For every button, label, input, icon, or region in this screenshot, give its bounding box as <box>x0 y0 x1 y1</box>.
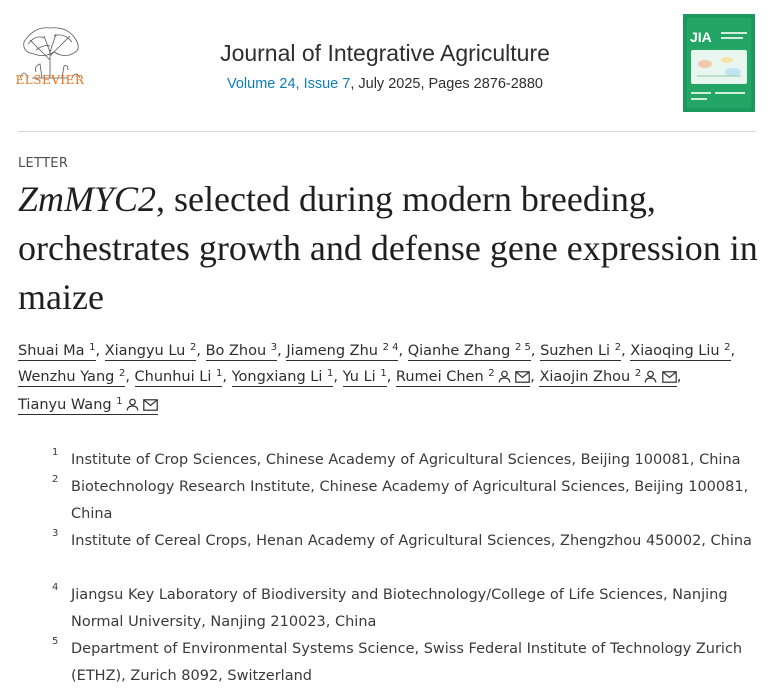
author-separator: , <box>398 343 404 359</box>
author-name: Xiaojin Zhou <box>539 369 631 385</box>
author-link[interactable]: Xiaojin Zhou 2 <box>539 368 677 387</box>
affiliation-text: Institute of Crop Sciences, Chinese Acad… <box>71 452 741 468</box>
journal-title-link[interactable]: Journal of Integrative Agriculture <box>220 40 550 66</box>
affiliation-text: Institute of Cereal Crops, Henan Academy… <box>71 533 752 549</box>
author-separator: , <box>333 369 338 385</box>
author-link[interactable]: Yu Li 1 <box>342 368 387 387</box>
author-name: Wenzhu Yang <box>18 369 115 385</box>
author-affiliation-ref: 2 <box>634 368 642 379</box>
journal-cover-image[interactable]: JIA <box>683 14 755 112</box>
person-icon <box>644 370 657 383</box>
corresponding-author-icons <box>644 366 677 392</box>
author-affiliation-ref: 2 5 <box>514 342 531 353</box>
affiliation-number: 1 <box>52 447 59 458</box>
author-affiliation-ref: 2 <box>614 342 622 353</box>
author-name: Chunhui Li <box>134 369 212 385</box>
author-separator: , <box>730 343 736 359</box>
envelope-icon <box>515 371 531 383</box>
person-icon <box>126 398 138 411</box>
corresponding-author-icons <box>126 394 159 420</box>
journal-title-block: Journal of Integrative Agriculture <box>0 40 770 67</box>
author-name: Tianyu Wang <box>18 397 112 413</box>
affiliation-text: Jiangsu Key Laboratory of Biodiversity a… <box>71 587 728 630</box>
author-link[interactable]: Chunhui Li 1 <box>134 368 223 387</box>
author-affiliation-ref: 1 <box>380 368 387 379</box>
article-title-gene: ZmMYC2 <box>18 179 157 219</box>
affiliation-item: 2 Biotechnology Research Institute, Chine… <box>52 474 757 528</box>
affiliation-number: 2 <box>52 474 59 485</box>
elsevier-wordmark[interactable]: ELSEVIER <box>15 73 85 87</box>
article-title: ZmMYC2, selected during modern breeding,… <box>18 175 758 322</box>
issue-info: Volume 24, Issue 7, July 2025, Pages 287… <box>0 76 770 92</box>
author-separator: , <box>530 369 535 385</box>
author-name: Suzhen Li <box>540 343 611 359</box>
author-name: Bo Zhou <box>205 343 267 359</box>
author-link[interactable]: Qianhe Zhang 2 5 <box>407 342 531 361</box>
author-separator: , <box>196 343 201 359</box>
cover-abbrev: JIA <box>690 29 712 45</box>
author-link[interactable]: Xiaoqing Liu 2 <box>630 342 731 361</box>
author-link[interactable]: Jiameng Zhu 2 4 <box>286 342 399 361</box>
author-affiliation-ref: 1 <box>89 342 96 353</box>
article-type-label: LETTER <box>18 156 69 171</box>
affiliation-text: Department of Environmental Systems Scie… <box>71 641 743 684</box>
author-list: Shuai Ma 1, Xiangyu Lu 2, Bo Zhou 3, Jia… <box>18 338 763 420</box>
person-icon <box>498 370 511 383</box>
author-name: Shuai Ma <box>18 343 85 359</box>
author-affiliation-ref: 1 <box>327 368 334 379</box>
affiliation-number: 5 <box>52 636 59 647</box>
author-affiliation-ref: 2 <box>488 368 495 379</box>
header-divider <box>18 131 756 132</box>
affiliation-item: 3 Institute of Cereal Crops, Henan Academ… <box>52 528 757 555</box>
author-name: Xiaoqing Liu <box>630 343 720 359</box>
author-name: Yongxiang Li <box>231 369 323 385</box>
affiliation-item: 1 Institute of Crop Sciences, Chinese Aca… <box>52 447 757 474</box>
author-name: Rumei Chen <box>395 369 484 385</box>
author-separator: , <box>222 369 227 385</box>
affiliation-number: 4 <box>52 582 59 593</box>
author-separator: , <box>95 343 101 359</box>
author-affiliation-ref: 2 <box>189 342 197 353</box>
author-link[interactable]: Yongxiang Li 1 <box>231 368 334 387</box>
author-separator: , <box>676 369 682 385</box>
envelope-icon <box>662 371 677 383</box>
author-affiliation-ref: 2 4 <box>382 342 399 353</box>
author-affiliation-ref: 3 <box>270 342 278 353</box>
author-separator: , <box>386 369 392 385</box>
journal-header: ELSEVIER Journal of Integrative Agricult… <box>0 0 770 132</box>
author-affiliation-ref: 1 <box>116 396 123 407</box>
author-link[interactable]: Shuai Ma 1 <box>18 343 96 361</box>
author-name: Yu Li <box>342 369 376 385</box>
author-separator: , <box>621 343 626 359</box>
author-name: Jiameng Zhu <box>286 343 378 359</box>
affiliation-item: 5 Department of Environmental Systems Sci… <box>52 636 757 690</box>
author-link[interactable]: Suzhen Li 2 <box>540 342 622 361</box>
issue-date-pages: , July 2025, Pages 2876-2880 <box>350 76 543 92</box>
author-separator: , <box>530 343 536 359</box>
author-name: Xiangyu Lu <box>104 343 186 359</box>
author-affiliation-ref: 2 <box>118 368 126 379</box>
author-link[interactable]: Bo Zhou 3 <box>205 342 278 361</box>
affiliation-text: Biotechnology Research Institute, Chines… <box>71 479 749 522</box>
author-separator: , <box>125 369 130 385</box>
corresponding-author-icons <box>498 366 531 392</box>
article-title-rest: , selected during modern breeding, orche… <box>18 179 758 317</box>
issue-link[interactable]: Volume 24, Issue 7 <box>227 76 351 92</box>
author-affiliation-ref: 1 <box>215 368 223 379</box>
author-link[interactable]: Tianyu Wang 1 <box>18 396 159 415</box>
affiliation-item: 4 Jiangsu Key Laboratory of Biodiversity … <box>52 582 757 636</box>
author-name: Qianhe Zhang <box>407 343 511 359</box>
envelope-icon <box>143 399 158 411</box>
author-affiliation-ref: 2 <box>724 342 731 353</box>
elsevier-tree-logo[interactable] <box>14 12 86 92</box>
author-separator: , <box>277 343 282 359</box>
author-link[interactable]: Xiangyu Lu 2 <box>104 342 197 361</box>
author-link[interactable]: Rumei Chen 2 <box>395 368 531 387</box>
author-link[interactable]: Wenzhu Yang 2 <box>18 368 126 387</box>
affiliation-number: 3 <box>52 528 59 539</box>
